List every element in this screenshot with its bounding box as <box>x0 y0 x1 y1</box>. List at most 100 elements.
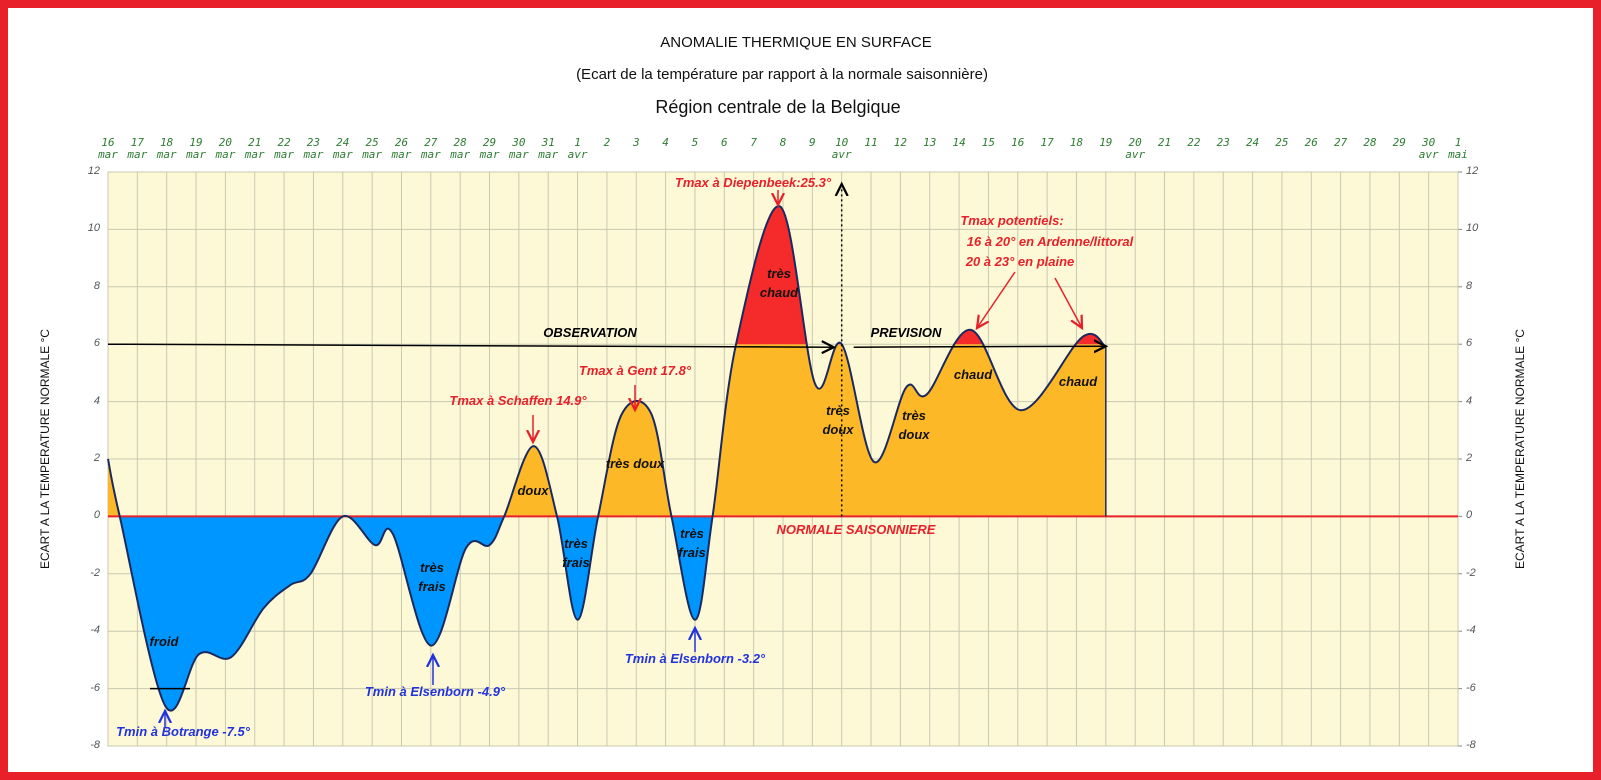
x-tick-label: 24 <box>1245 136 1260 149</box>
x-tick-label: 3 <box>632 136 640 149</box>
area-label: chaud <box>953 367 993 382</box>
y-axis-label: ECART A LA TEMPERATURE NORMALE °C <box>38 329 52 569</box>
x-tick-label: 14 <box>952 136 966 149</box>
x-tick-label: 22 mar <box>274 136 295 161</box>
x-tick-label: 29 <box>1392 136 1406 149</box>
annotation: Tmax à Gent 17.8° <box>578 363 692 378</box>
annotation: 20 à 23° en plaine <box>965 254 1075 269</box>
x-tick-label: 4 <box>662 136 669 149</box>
x-tick-label: 13 <box>923 136 937 149</box>
x-tick-label: 23 mar <box>303 136 324 161</box>
x-tick-label: 23 <box>1216 136 1230 149</box>
x-tick-label: 24 mar <box>332 136 353 161</box>
x-tick-label: 8 <box>779 136 787 149</box>
area-label: très chaud <box>759 266 799 300</box>
x-tick-label: 20 mar <box>215 136 236 161</box>
y-tick-label: 2 <box>93 452 100 464</box>
y2-tick-label: -4 <box>1466 624 1476 637</box>
chart-title: ANOMALIE THERMIQUE EN SURFACE <box>660 34 932 51</box>
region-title: Région centrale de la Belgique <box>655 97 901 117</box>
area-label: très doux <box>898 408 930 442</box>
x-tick-label: 21 mar <box>244 136 265 161</box>
x-tick-label: 12 <box>893 136 908 149</box>
x-tick-label: 19 mar <box>186 136 206 161</box>
x-tick-label: 31 mar <box>538 136 559 161</box>
annotation: Tmin à Elsenborn -3.2° <box>624 651 766 666</box>
y2-axis-label: ECART A LA TEMPERATURE NORMALE °C <box>1513 329 1527 569</box>
x-tick-label: 22 <box>1187 136 1201 149</box>
x-tick-label: 28 <box>1363 136 1377 149</box>
x-tick-label: 19 <box>1099 136 1113 149</box>
annotation: Tmax potentiels: <box>960 213 1064 228</box>
annotation: Tmax à Diepenbeek:25.3° <box>674 175 832 190</box>
area-line <box>107 205 1107 712</box>
area-label: très frais <box>418 560 446 594</box>
x-tick-label: 17 mar <box>127 136 148 161</box>
area-fill <box>736 206 1104 345</box>
x-tick-label: 17 <box>1040 136 1054 149</box>
y2-tick-label: 10 <box>1466 222 1479 235</box>
forecast-arrow <box>853 346 1106 347</box>
x-tick-label: 10 avr <box>831 136 852 161</box>
x-tick-label: 26 mar <box>391 136 412 161</box>
annotation: PREVISION <box>870 325 942 340</box>
y2-tick-label: -6 <box>1466 681 1476 694</box>
annotation: Tmin à Elsenborn -4.9° <box>364 684 506 699</box>
x-tick-label: 16 mar <box>98 136 118 161</box>
area-fill <box>108 344 1106 517</box>
area-label: très frais <box>562 536 590 570</box>
area-label: doux <box>517 483 549 498</box>
x-tick-label: 6 <box>720 136 728 149</box>
x-tick-label: 2 <box>603 136 611 149</box>
x-tick-label: 7 <box>750 136 757 149</box>
y2-tick-label: -2 <box>1466 566 1476 579</box>
x-tick-label: 27 <box>1333 136 1348 149</box>
x-tick-label: 15 <box>981 136 996 149</box>
y2-tick-label: 12 <box>1466 165 1479 177</box>
y2-tick-label: -8 <box>1466 739 1476 751</box>
y2-tick-label: 2 <box>1466 452 1473 464</box>
y-tick-label: 0 <box>93 509 100 522</box>
y-tick-label: 8 <box>93 279 100 292</box>
y-tick-label: -8 <box>90 739 100 751</box>
x-tick-label: 30 avr <box>1418 136 1439 161</box>
x-tick-label: 25 <box>1275 136 1289 149</box>
annotation: Tmin à Botrange -7.5° <box>116 724 250 739</box>
annotation: 16 à 20° en Ardenne/littoral <box>966 234 1134 249</box>
annotation-arrow <box>977 271 1016 328</box>
y-tick-label: -2 <box>90 566 100 579</box>
x-tick-label: 30 mar <box>508 136 529 161</box>
y-tick-label: 12 <box>87 165 100 177</box>
area-label: très doux <box>822 403 854 437</box>
x-tick-label: 18 mar <box>156 136 177 161</box>
area-label: froid <box>149 634 179 649</box>
x-tick-label: 5 <box>691 136 699 149</box>
y-tick-label: -4 <box>90 624 100 637</box>
x-tick-label: 16 <box>1011 136 1025 149</box>
y-tick-label: 6 <box>93 337 100 350</box>
x-tick-label: 25 mar <box>362 136 383 161</box>
y2-tick-label: 8 <box>1466 279 1473 292</box>
observation-arrow <box>107 344 834 347</box>
x-tick-label: 18 <box>1069 136 1084 149</box>
annotation: Tmax à Schaffen 14.9° <box>449 393 587 408</box>
chart-subtitle: (Ecart de la température par rapport à l… <box>576 66 988 83</box>
x-tick-label: 20 avr <box>1125 136 1146 161</box>
y-tick-label: 10 <box>87 222 100 235</box>
x-tick-label: 29 mar <box>479 136 500 161</box>
annotation: NORMALE SAISONNIERE <box>776 522 936 537</box>
y-tick-label: 4 <box>93 394 100 407</box>
x-tick-label: 1 avr <box>567 136 588 161</box>
x-tick-label: 9 <box>809 136 816 149</box>
area-label: très doux <box>605 456 665 471</box>
annotation: OBSERVATION <box>543 325 637 340</box>
y-tick-label: -6 <box>90 681 100 694</box>
area-label: chaud <box>1058 374 1098 389</box>
x-tick-label: 28 mar <box>450 136 471 161</box>
x-tick-label: 1 mai <box>1448 136 1468 161</box>
y2-tick-label: 0 <box>1466 509 1473 522</box>
annotation-arrow <box>1054 277 1082 328</box>
